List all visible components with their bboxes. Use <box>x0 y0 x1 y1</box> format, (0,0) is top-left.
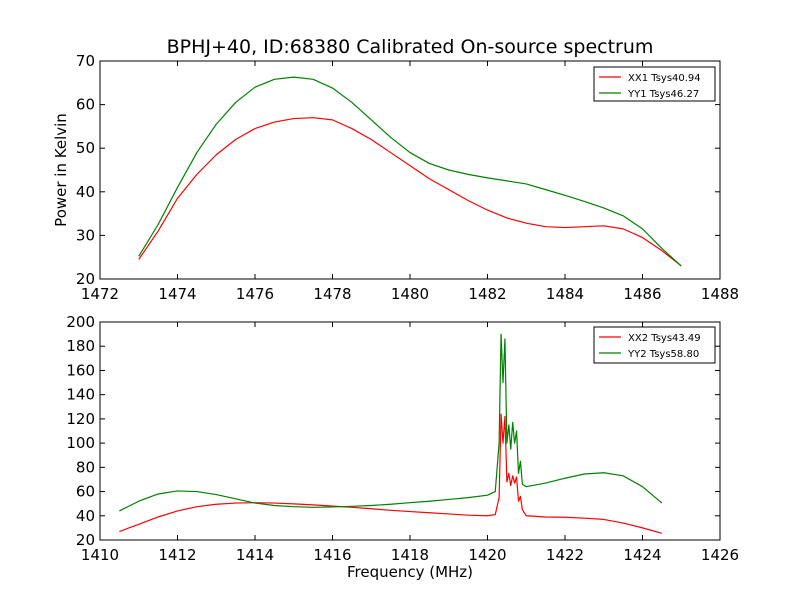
x-tick-label: 1478 <box>313 285 351 303</box>
y-tick-label: 20 <box>76 270 95 288</box>
legend-label: XX1 Tsys40.94 <box>628 73 701 84</box>
legend-label: YY1 Tsys46.27 <box>627 89 699 100</box>
chart-title: BPHJ+40, ID:68380 Calibrated On-source s… <box>167 36 654 58</box>
x-tick-label: 1414 <box>236 546 274 564</box>
x-axis-label: Frequency (MHz) <box>347 563 473 581</box>
y-tick-label: 70 <box>76 52 95 70</box>
x-tick-label: 1480 <box>391 285 429 303</box>
y-tick-label: 30 <box>76 226 95 244</box>
legend: XX2 Tsys43.49 YY2 Tsys58.80 <box>593 326 716 364</box>
y-tick-label: 20 <box>76 531 95 549</box>
y-tick-label: 120 <box>66 410 95 428</box>
x-tick-label: 1416 <box>313 546 351 564</box>
y-tick-label: 80 <box>76 458 95 476</box>
x-tick-label: 1484 <box>546 285 584 303</box>
legend: XX1 Tsys40.94 YY1 Tsys46.27 <box>593 66 716 102</box>
y-axis-label: Power in Kelvin <box>52 113 70 227</box>
top-panel: 1472 1474 1476 1478 1480 1482 1484 1486 1488 20 30… <box>52 52 739 303</box>
x-tick-label: 1482 <box>468 285 506 303</box>
y-tick-label: 40 <box>76 507 95 525</box>
y-tick-label: 40 <box>76 183 95 201</box>
legend-label: XX2 Tsys43.49 <box>628 333 701 344</box>
x-tick-label: 1474 <box>158 285 196 303</box>
series-line-2 <box>119 333 663 512</box>
x-tick-label: 1426 <box>701 546 739 564</box>
y-tick-label: 60 <box>76 96 95 114</box>
x-tick-label: 1424 <box>623 546 661 564</box>
x-tick-label: 1410 <box>81 546 119 564</box>
y-tick-label: 160 <box>66 361 95 379</box>
x-tick-label: 1412 <box>158 546 196 564</box>
legend-label: YY2 Tsys58.80 <box>627 349 699 360</box>
y-tick-label: 200 <box>66 313 95 331</box>
legend-box <box>593 66 716 102</box>
y-tick-label: 100 <box>66 434 95 452</box>
x-tick-label: 1422 <box>546 546 584 564</box>
bottom-panel: 1410 1412 1414 1416 1418 1420 1422 1424 1426 20 40… <box>66 313 739 581</box>
x-tick-label: 1476 <box>236 285 274 303</box>
y-tick-label: 60 <box>76 483 95 501</box>
y-tick-label: 50 <box>76 139 95 157</box>
legend-box <box>593 326 716 364</box>
x-tick-label: 1488 <box>701 285 739 303</box>
x-tick-label: 1418 <box>391 546 429 564</box>
x-tick-label: 1486 <box>623 285 661 303</box>
x-tick-label: 1472 <box>81 285 119 303</box>
y-tick-label: 140 <box>66 386 95 404</box>
x-tick-label: 1420 <box>468 546 506 564</box>
y-tick-label: 180 <box>66 337 95 355</box>
series-line-1 <box>138 117 682 267</box>
series-line-2 <box>138 76 682 267</box>
